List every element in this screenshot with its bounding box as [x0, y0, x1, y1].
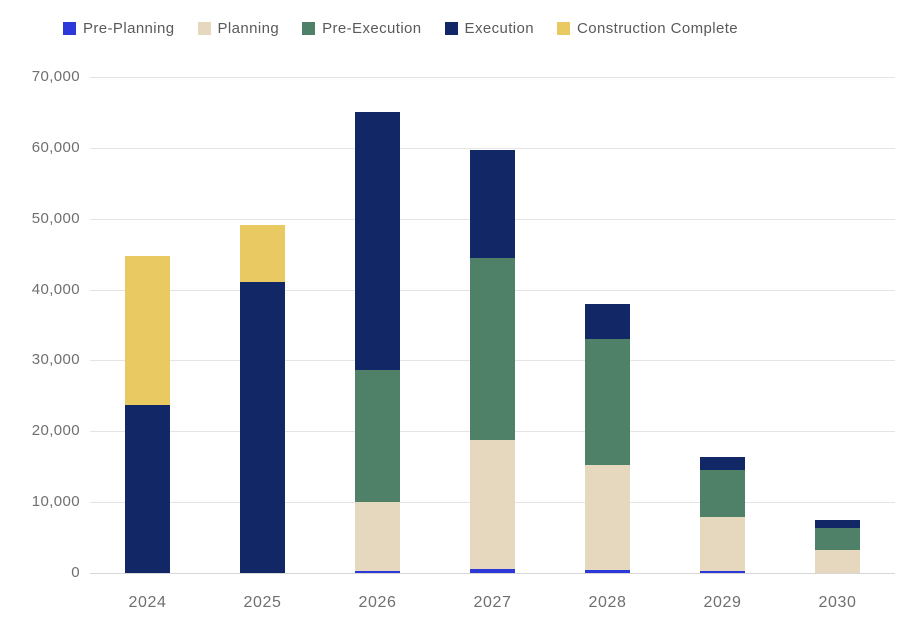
- x-axis-category-label: 2025: [243, 594, 282, 611]
- x-axis-category-label: 2030: [818, 594, 857, 611]
- bar-segment-pre-execution-2030: [815, 527, 860, 550]
- legend-label-pre-planning: Pre-Planning: [83, 20, 175, 37]
- legend-label-planning: Planning: [217, 20, 280, 37]
- legend-label-execution: Execution: [464, 20, 535, 37]
- bar-segment-construction-complete-2025: [240, 225, 285, 283]
- legend-swatch-pre-planning-icon: [63, 22, 76, 35]
- bar-segment-pre-execution-2029: [700, 469, 745, 518]
- legend-item-construction-complete: Construction Complete: [557, 20, 738, 37]
- bar-segment-execution-2029: [700, 456, 745, 470]
- bar-segment-pre-planning-2027: [470, 568, 515, 573]
- legend-item-execution: Execution: [444, 20, 535, 37]
- bar-segment-pre-execution-2026: [355, 369, 400, 503]
- legend-item-pre-planning: Pre-Planning: [63, 20, 175, 37]
- bar-segment-pre-execution-2028: [585, 339, 630, 465]
- legend-swatch-construction-complete-icon: [557, 22, 571, 35]
- bar-segment-execution-2026: [355, 112, 400, 370]
- bar-segment-pre-planning-2026: [355, 570, 400, 573]
- y-axis-tick-label: 10,000: [31, 493, 80, 511]
- legend-swatch-execution-icon: [444, 22, 458, 35]
- y-axis-tick-label: 0: [71, 564, 80, 581]
- y-axis-tick-label: 20,000: [31, 422, 80, 440]
- bar-segment-planning-2026: [355, 502, 400, 571]
- legend-swatch-planning-icon: [197, 22, 211, 35]
- bar-segment-planning-2028: [585, 464, 630, 571]
- x-axis-category-label: 2024: [128, 594, 167, 611]
- bar-segment-pre-planning-2029: [700, 570, 745, 573]
- bar-segment-planning-2027: [470, 440, 515, 569]
- x-axis-category-label: 2027: [473, 594, 512, 611]
- bar-segment-execution-2027: [470, 149, 515, 259]
- y-axis-tick-label: 60,000: [31, 138, 80, 156]
- legend-item-planning: Planning: [197, 20, 280, 37]
- x-axis-category-label: 2028: [588, 594, 627, 611]
- x-axis-category-label: 2029: [703, 594, 742, 611]
- bar-segment-execution-2024: [125, 405, 170, 573]
- bar-segment-construction-complete-2024: [125, 256, 170, 406]
- y-axis-tick-label: 70,000: [31, 68, 80, 85]
- legend-label-pre-execution: Pre-Execution: [322, 20, 422, 37]
- x-axis-category-label: 2026: [358, 594, 397, 611]
- y-gridline: [90, 77, 895, 78]
- y-gridline: [90, 147, 895, 149]
- bar-segment-planning-2030: [815, 549, 860, 573]
- chart-legend: Pre-Planning Planning Pre-Execution Executi…: [63, 20, 738, 37]
- bar-segment-pre-execution-2027: [470, 258, 515, 441]
- bar-segment-execution-2025: [240, 282, 285, 573]
- legend-swatch-pre-execution-icon: [302, 22, 316, 35]
- legend-label-construction-complete: Construction Complete: [577, 20, 739, 37]
- y-axis-tick-label: 30,000: [31, 351, 80, 369]
- x-axis-line: [90, 573, 895, 574]
- y-axis-tick-label: 40,000: [31, 280, 80, 298]
- y-axis-tick-label: 50,000: [31, 209, 80, 227]
- bar-segment-execution-2030: [815, 519, 860, 528]
- bar-segment-execution-2028: [585, 303, 630, 340]
- bar-segment-planning-2029: [700, 517, 745, 571]
- legend-item-pre-execution: Pre-Execution: [302, 20, 421, 37]
- bar-segment-pre-planning-2028: [585, 570, 630, 573]
